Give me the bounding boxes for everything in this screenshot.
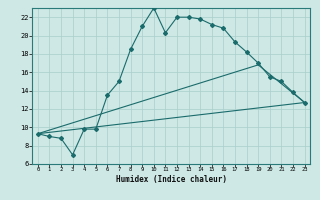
X-axis label: Humidex (Indice chaleur): Humidex (Indice chaleur) xyxy=(116,175,227,184)
